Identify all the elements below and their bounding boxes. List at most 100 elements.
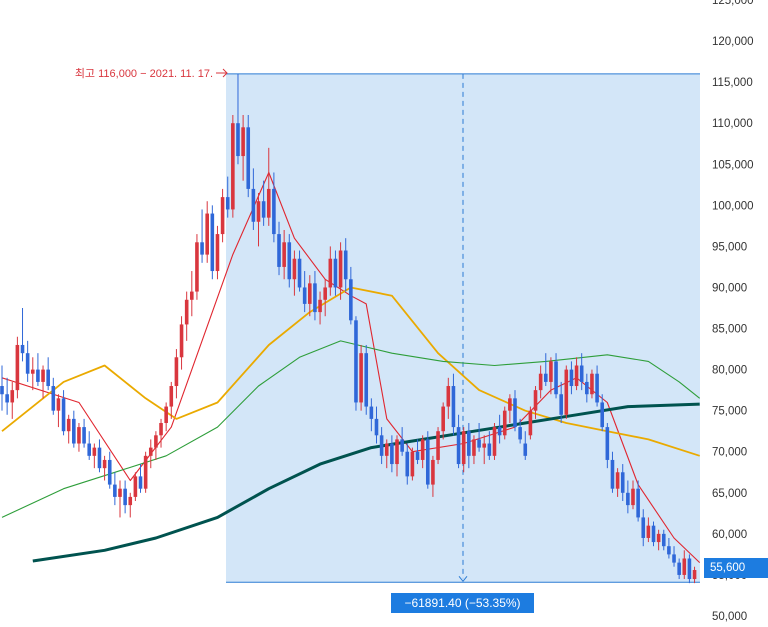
candle <box>92 443 97 469</box>
y-tick-label: 50,000 <box>712 611 747 623</box>
y-tick-label: 125,000 <box>712 0 754 7</box>
candle <box>620 464 625 502</box>
candle <box>646 517 651 543</box>
candle <box>641 509 646 547</box>
candle <box>107 451 112 489</box>
candle <box>205 201 209 263</box>
candle <box>436 427 440 465</box>
y-tick-label: 110,000 <box>712 118 753 130</box>
candle <box>574 357 579 391</box>
candle <box>549 357 553 395</box>
candle <box>508 394 512 423</box>
candle <box>415 439 420 465</box>
measurement-selection[interactable] <box>226 73 700 583</box>
candle <box>431 455 435 497</box>
candle <box>287 234 292 288</box>
candle <box>154 431 158 460</box>
candle <box>564 365 569 419</box>
y-tick-label: 70,000 <box>712 447 747 459</box>
candle <box>533 386 538 419</box>
candle <box>256 193 261 247</box>
candle <box>543 353 548 387</box>
candle <box>36 353 40 387</box>
candle <box>220 188 225 243</box>
y-tick-label: 80,000 <box>712 365 747 377</box>
candle <box>692 566 697 584</box>
candle <box>528 406 533 440</box>
high-marker-label: 최고 116,000 − 2021. 11. 17. <box>75 67 213 80</box>
candle <box>87 431 92 460</box>
y-tick-label: 65,000 <box>712 488 747 500</box>
candle <box>5 377 9 415</box>
candle <box>590 369 594 399</box>
candle <box>667 537 671 559</box>
candle <box>20 308 25 362</box>
candle <box>41 365 45 399</box>
candle <box>246 114 251 198</box>
candle <box>138 464 143 493</box>
candle <box>651 521 656 547</box>
candle <box>661 529 666 551</box>
candle <box>595 365 599 407</box>
candle <box>687 554 692 584</box>
y-tick-label: 100,000 <box>712 200 754 212</box>
candle <box>518 418 522 444</box>
candle <box>677 558 681 580</box>
candle <box>133 472 138 502</box>
candle <box>441 402 445 440</box>
price-axis: 125,000 120,000 115,000 110,000 105,000 100,0… <box>712 0 754 623</box>
candle <box>210 205 215 280</box>
candle <box>46 357 50 391</box>
y-tick-label: 120,000 <box>712 36 754 48</box>
candle <box>343 238 348 292</box>
candle <box>308 275 312 317</box>
candle <box>400 427 404 456</box>
candle <box>333 250 338 296</box>
high-marker-arrow-icon <box>222 68 228 78</box>
candle <box>292 250 297 296</box>
candle <box>472 435 476 465</box>
candle <box>25 340 30 382</box>
candle <box>231 114 235 218</box>
candle <box>241 114 245 181</box>
y-tick-label: 85,000 <box>712 324 747 336</box>
candle <box>169 381 174 419</box>
candle <box>143 451 148 493</box>
candle <box>297 250 302 292</box>
moving-average-line-4 <box>32 402 700 563</box>
candle <box>446 377 451 419</box>
candle <box>456 414 461 469</box>
candle <box>184 291 189 341</box>
candle <box>61 390 66 436</box>
selection-arrow-icon <box>458 575 468 583</box>
y-tick-label: 60,000 <box>712 529 747 541</box>
candle <box>261 180 266 226</box>
candle <box>148 439 153 469</box>
candle <box>369 398 374 432</box>
candle <box>102 455 107 481</box>
candle <box>615 468 620 497</box>
candle <box>30 357 35 391</box>
candle <box>15 336 20 399</box>
candle <box>405 443 410 485</box>
candle <box>77 422 81 452</box>
candle <box>420 435 425 469</box>
candle <box>492 422 497 460</box>
candle <box>482 435 487 465</box>
candle <box>354 316 358 411</box>
candle <box>672 546 676 567</box>
candle <box>682 550 687 580</box>
y-tick-label: 115,000 <box>712 77 753 89</box>
candle <box>554 353 558 399</box>
candle <box>251 168 256 230</box>
candle <box>349 266 353 325</box>
y-tick-label: 95,000 <box>712 241 747 253</box>
candlesticks <box>0 73 697 584</box>
candle <box>51 377 56 415</box>
candle <box>579 353 584 391</box>
candle <box>313 271 317 321</box>
candle <box>585 373 589 403</box>
candle <box>174 349 179 399</box>
candle <box>123 480 127 514</box>
